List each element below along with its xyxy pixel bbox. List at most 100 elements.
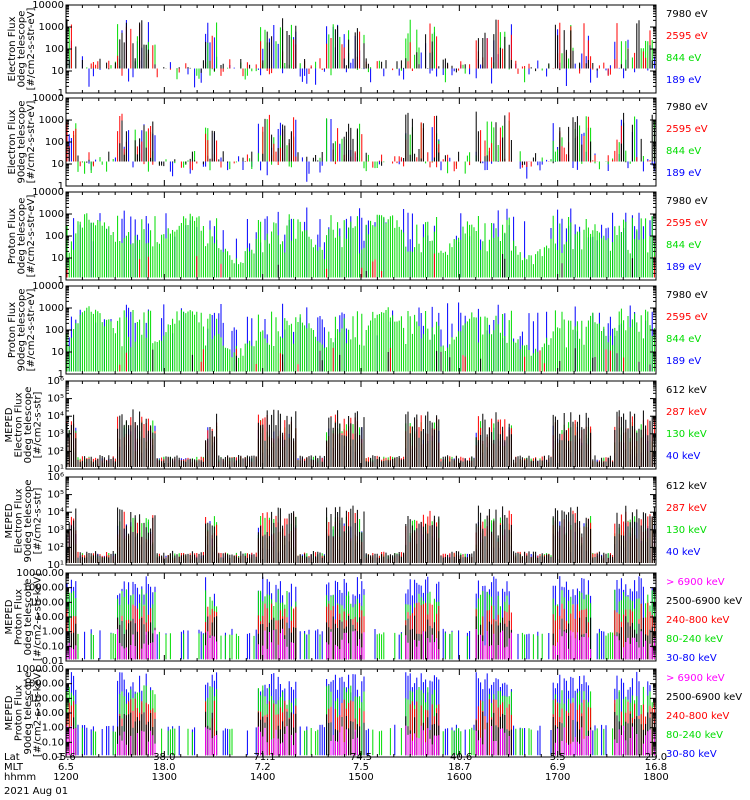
plot-area: [66, 111, 655, 182]
legend-entry: 7980 eV: [666, 290, 708, 301]
y-axis-label-line: [#/cm2-s-str-eV]: [26, 195, 37, 278]
legend-entry: 287 keV: [666, 407, 707, 418]
y-tick-label: 100: [45, 231, 64, 242]
legend-entry: 844 eV: [666, 146, 701, 157]
series-trace-1: [66, 18, 653, 73]
footer-row-label: Lat: [4, 752, 20, 763]
series-trace-3: [68, 19, 653, 83]
y-tick-label: 1000.00: [23, 583, 64, 594]
legend-entry: 287 keV: [666, 503, 707, 514]
series-trace-4: [73, 207, 653, 278]
y-tick-label: 100: [45, 325, 64, 336]
legend-entry: 189 eV: [666, 75, 701, 86]
series-trace-1: [277, 254, 633, 278]
y-tick-label: 1.00: [42, 723, 64, 734]
legend: > 6900 keV 2500-6900 keV 240-800 keV 80-240…: [666, 673, 742, 760]
y-tick-label: 10000.00: [16, 664, 64, 675]
footer-row-value: 38.0: [153, 752, 175, 763]
y-tick-label: 1000.00: [23, 679, 64, 690]
y-tick-label: 10: [51, 159, 64, 170]
legend-entry: 612 keV: [666, 385, 707, 396]
legend: 7980 eV 2595 eV 844 eV 189 eV: [666, 290, 708, 367]
series-trace-1: [68, 111, 655, 167]
legend-entry: 7980 eV: [666, 196, 708, 207]
legend: 612 keV 287 keV 130 keV 40 keV: [666, 385, 707, 462]
y-axis-label-line: [#/cm2-s-str-eV]: [26, 101, 37, 184]
y-axis-label-line: Proton Flux: [7, 302, 18, 358]
legend-entry: 2500-6900 keV: [666, 692, 742, 703]
y-axis-label-line: 90deg telescope: [23, 671, 34, 754]
y-tick-label: 1: [58, 275, 64, 286]
series-trace-1: [66, 628, 655, 660]
legend: 7980 eV 2595 eV 844 eV 189 eV: [666, 9, 708, 86]
series-trace-4: [68, 302, 653, 372]
y-axis-label-line: MEPED: [4, 407, 15, 442]
legend-entry: 2595 eV: [666, 312, 708, 323]
y-tick-label: 1.00: [42, 627, 64, 638]
plot-area: [66, 18, 655, 88]
y-tick-label: 1000: [39, 303, 64, 314]
y-tick-label: 10²: [47, 542, 64, 553]
series-trace-1: [66, 409, 655, 467]
y-tick-label: 10000: [32, 93, 64, 104]
footer-row-value: 7.5: [353, 762, 369, 773]
y-tick-label: 1: [58, 369, 64, 380]
y-axis-label-line: [#/cm2-s-str-keV]: [33, 669, 44, 757]
series-trace-2: [66, 112, 651, 172]
legend-entry: 240-800 keV: [666, 615, 730, 626]
series-trace-1: [152, 348, 651, 372]
footer-row-value: 18.7: [448, 762, 470, 773]
plot-area: [66, 671, 655, 756]
series-trace-2: [66, 19, 651, 78]
y-tick-label: 10: [51, 253, 64, 264]
footer-row-value: 1200: [53, 772, 78, 783]
series-trace-5: [66, 671, 651, 756]
y-tick-label: 10000: [32, 281, 64, 292]
plot-area: [66, 302, 655, 372]
y-tick-label: 0.10: [42, 641, 64, 652]
y-tick-label: 0.01: [42, 656, 64, 667]
legend-entry: > 6900 keV: [666, 673, 725, 684]
y-tick-label: 100: [45, 137, 64, 148]
footer-row-value: 74.5: [350, 752, 372, 763]
y-axis-label-line: 0deg telescope: [17, 198, 28, 275]
y-axis-label-line: 90deg telescope: [23, 479, 34, 562]
series-trace-1: [66, 505, 655, 563]
footer-row-value: 1700: [545, 772, 570, 783]
y-tick-label: 10¹: [47, 560, 64, 571]
y-axis-label-line: 0deg telescope: [17, 11, 28, 88]
y-tick-label: 10⁶: [47, 376, 64, 387]
y-tick-label: 1000: [39, 209, 64, 220]
footer-row-value: 29.0: [645, 752, 667, 763]
plot-area: [66, 505, 655, 563]
legend-entry: 2595 eV: [666, 124, 708, 135]
y-tick-label: 10⁴: [47, 411, 64, 422]
y-tick-label: 10⁵: [47, 394, 64, 405]
legend-entry: > 6900 keV: [666, 577, 725, 588]
y-axis-label-line: 90deg telescope: [17, 100, 28, 183]
y-tick-label: 1000: [39, 115, 64, 126]
y-tick-label: 10000.00: [16, 568, 64, 579]
series-trace-3: [73, 116, 655, 174]
legend-entry: 30-80 keV: [666, 749, 717, 760]
y-tick-label: 10⁴: [47, 507, 64, 518]
plot-area: [66, 409, 655, 467]
y-tick-label: 10¹: [47, 464, 64, 475]
legend-entry: 2595 eV: [666, 31, 708, 42]
y-axis-label-line: Electron Flux: [7, 16, 18, 81]
y-tick-label: 10³: [47, 525, 64, 536]
legend-entry: 189 eV: [666, 262, 701, 273]
y-axis-label-line: MEPED: [4, 599, 15, 634]
y-tick-label: 1000: [39, 22, 64, 33]
y-axis-label-line: Proton Flux: [14, 685, 25, 741]
legend-entry: 612 keV: [666, 481, 707, 492]
y-tick-label: 1: [58, 88, 64, 99]
footer-row-value: 1600: [447, 772, 472, 783]
